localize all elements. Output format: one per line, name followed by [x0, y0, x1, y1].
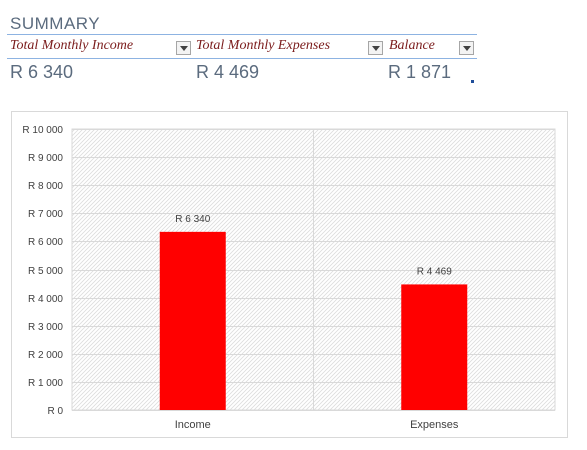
expenses-total-value[interactable]: R 4 469	[196, 62, 260, 82]
bar-expenses[interactable]	[401, 284, 468, 410]
y-tick-label: R 5 000	[28, 266, 63, 277]
balance-filter-dropdown-icon[interactable]	[459, 41, 474, 55]
data-label-expenses: R 4 469	[417, 266, 452, 277]
header-top-border	[7, 34, 477, 35]
expenses-filter-dropdown-icon[interactable]	[368, 41, 383, 55]
bars	[159, 231, 468, 410]
balance-column-header: Balance	[389, 38, 435, 53]
y-tick-label: R 8 000	[28, 181, 63, 192]
balance-value[interactable]: R 1 871	[388, 62, 452, 82]
y-tick-label: R 7 000	[28, 209, 63, 220]
y-tick-label: R 3 000	[28, 322, 63, 333]
bar-income[interactable]	[159, 231, 226, 410]
data-labels: R 6 340 R 4 469	[175, 214, 452, 278]
y-tick-label: R 10 000	[22, 125, 63, 136]
y-tick-label: R 4 000	[28, 294, 63, 305]
income-total-value[interactable]: R 6 340	[10, 62, 74, 82]
y-tick-label: R 0	[47, 406, 63, 417]
category-label-income: Income	[175, 419, 211, 431]
income-filter-dropdown-icon[interactable]	[176, 41, 191, 55]
category-label-expenses: Expenses	[410, 419, 459, 431]
y-tick-label: R 2 000	[28, 350, 63, 361]
header-bottom-border	[7, 58, 477, 59]
y-tick-label: R 6 000	[28, 237, 63, 248]
y-tick-label: R 1 000	[28, 378, 63, 389]
y-tick-label: R 9 000	[28, 153, 63, 164]
summary-title: SUMMARY	[10, 14, 101, 33]
x-axis-category-labels: Income Expenses	[175, 419, 459, 431]
expenses-column-header: Total Monthly Expenses	[196, 38, 331, 53]
income-column-header: Total Monthly Income	[10, 38, 134, 53]
table-resize-handle[interactable]	[471, 80, 474, 83]
data-label-income: R 6 340	[175, 214, 210, 225]
y-axis-tick-labels: R 0 R 1 000 R 2 000 R 3 000 R 4 000 R 5 000 R …	[22, 125, 63, 417]
